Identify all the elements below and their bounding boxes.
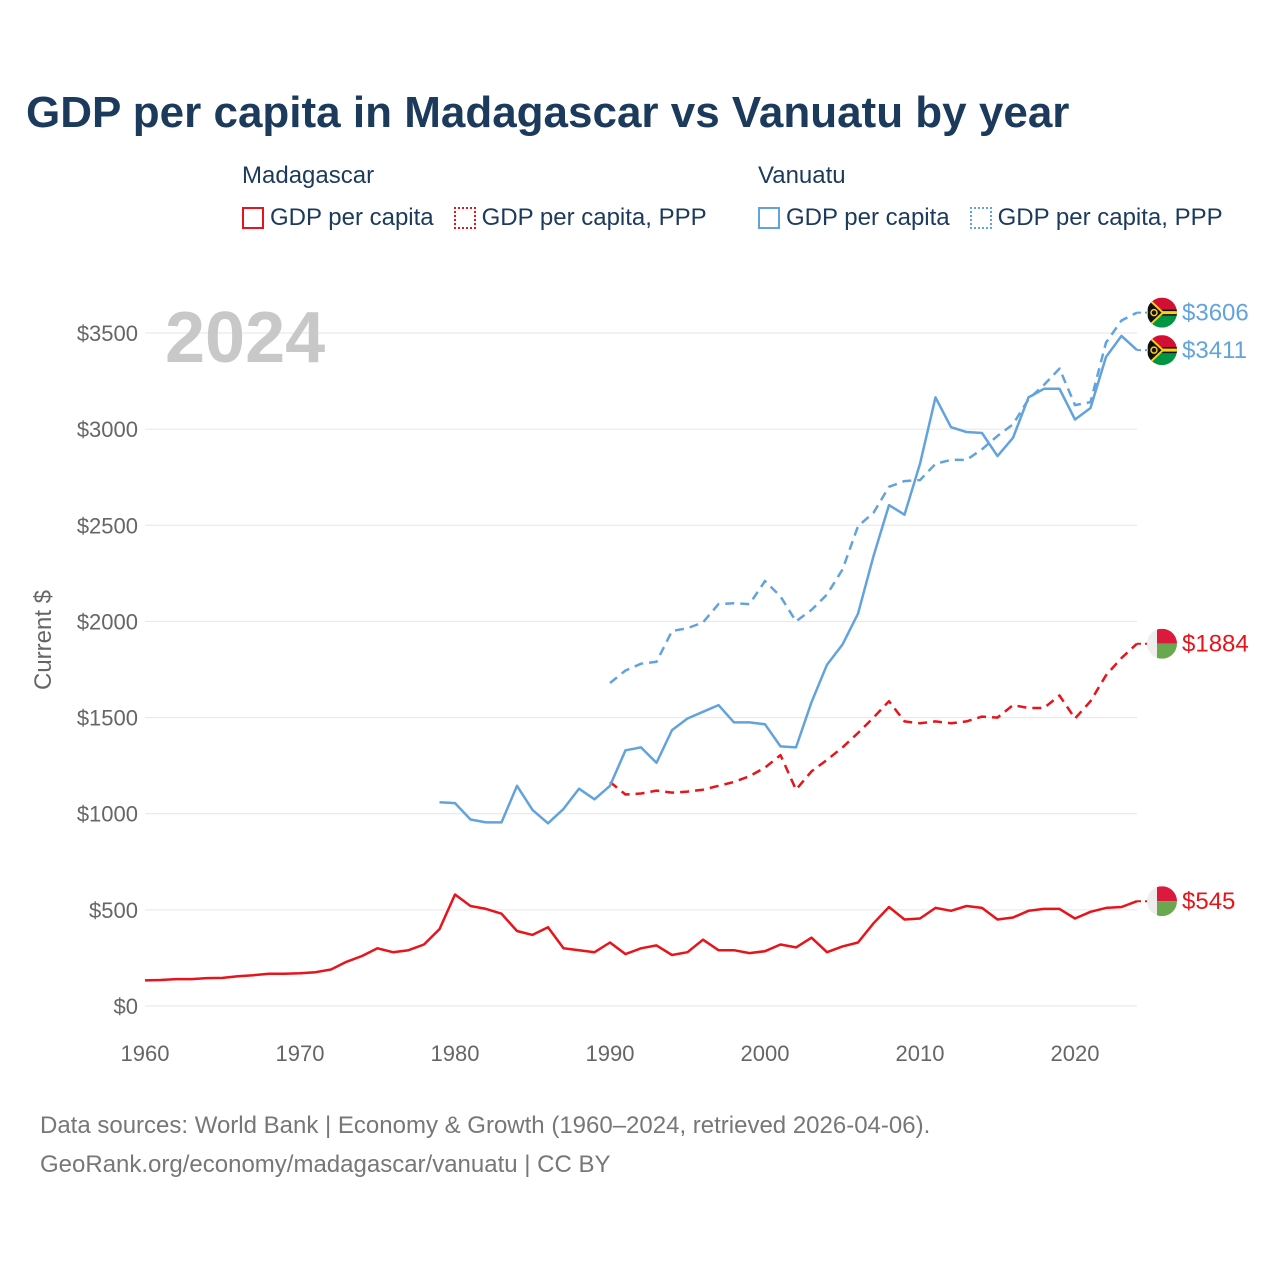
flag-emblem <box>1150 346 1158 354</box>
x-tick-label: 1970 <box>276 1041 325 1066</box>
series-line <box>609 642 1138 796</box>
chart-title: GDP per capita in Madagascar vs Vanuatu … <box>26 88 1070 137</box>
madagascar-flag-icon <box>1147 628 1177 659</box>
end-value-label: $3411 <box>1182 337 1247 364</box>
legend-item-madagascar-gdp[interactable]: GDP per capita <box>242 204 434 232</box>
x-tick-label: 1960 <box>121 1041 170 1066</box>
end-value-label: $1884 <box>1182 631 1249 658</box>
legend-swatch-solid <box>758 207 780 229</box>
legend-item-label: GDP per capita <box>786 204 950 231</box>
data-source-note: Data sources: World Bank | Economy & Gro… <box>40 1112 931 1139</box>
legend-group-madagascar: Madagascar GDP per capita GDP per capita… <box>242 162 707 232</box>
legend-swatch-dotted <box>969 207 992 229</box>
y-tick-label: $1500 <box>77 706 138 731</box>
legend-item-label: GDP per capita, PPP <box>481 204 707 231</box>
footer: Data sources: World Bank | Economy & Gro… <box>40 1106 930 1184</box>
series-line <box>609 311 1138 684</box>
y-axis-label: Current $ <box>30 590 57 690</box>
flag-body <box>1147 886 1177 917</box>
y-tick-label: $3500 <box>77 321 138 346</box>
legend-swatch-dotted <box>453 207 476 229</box>
y-tick-label: $2000 <box>77 609 138 634</box>
flag-stripe-green <box>1157 643 1177 659</box>
flag-stripe-red <box>1157 886 1177 902</box>
line-chart: $0 $500 $1000 $1500 $2000 $2500 $3000 $3500 1960… <box>30 297 1249 1066</box>
end-value-label: $3606 <box>1182 300 1249 327</box>
legend-group-name: Madagascar <box>242 162 375 189</box>
flag-triangle <box>1147 297 1165 328</box>
legend-item-label: GDP per capita, PPP <box>997 204 1223 231</box>
flag-emblem <box>1150 308 1158 317</box>
y-tick-label: $0 <box>114 994 138 1019</box>
legend-swatch-solid <box>242 207 264 229</box>
flag-triangle <box>1147 335 1165 366</box>
end-value-label: $545 <box>1182 888 1235 915</box>
legend-item-madagascar-gdp-ppp[interactable]: GDP per capita, PPP <box>453 204 707 232</box>
legend-group-name: Vanuatu <box>758 162 846 189</box>
flag-stripe-green <box>1157 901 1177 917</box>
legend-group-vanuatu: Vanuatu GDP per capita GDP per capita, P… <box>758 162 1223 232</box>
vanuatu-flag-icon <box>1147 297 1177 328</box>
x-tick-label: 1980 <box>431 1041 480 1066</box>
flag-body <box>1147 628 1177 659</box>
x-tick-label: 1990 <box>586 1041 635 1066</box>
year-watermark: 2024 <box>165 298 325 378</box>
x-tick-label: 2000 <box>741 1041 790 1066</box>
attribution-link[interactable]: GeoRank.org/economy/madagascar/vanuatu |… <box>40 1151 611 1178</box>
legend-item-vanuatu-gdp-ppp[interactable]: GDP per capita, PPP <box>969 204 1223 232</box>
flag-body <box>1147 335 1177 366</box>
series-line <box>144 893 1138 982</box>
y-tick-label: $1000 <box>77 802 138 827</box>
legend-item-vanuatu-gdp[interactable]: GDP per capita <box>758 204 950 232</box>
legend-item-label: GDP per capita <box>270 204 434 231</box>
x-tick-label: 2020 <box>1051 1041 1100 1066</box>
y-tick-label: $3000 <box>77 417 138 442</box>
flag-body <box>1147 297 1177 328</box>
y-tick-label: $500 <box>89 898 138 923</box>
series-line <box>439 334 1138 825</box>
madagascar-flag-icon <box>1147 886 1177 917</box>
flag-stripe-white <box>1147 886 1157 917</box>
y-tick-label: $2500 <box>77 513 138 538</box>
flag-stripe-red <box>1157 628 1177 644</box>
flag-stripe-white <box>1147 628 1157 659</box>
x-tick-label: 2010 <box>896 1041 945 1066</box>
vanuatu-flag-icon <box>1147 335 1177 366</box>
